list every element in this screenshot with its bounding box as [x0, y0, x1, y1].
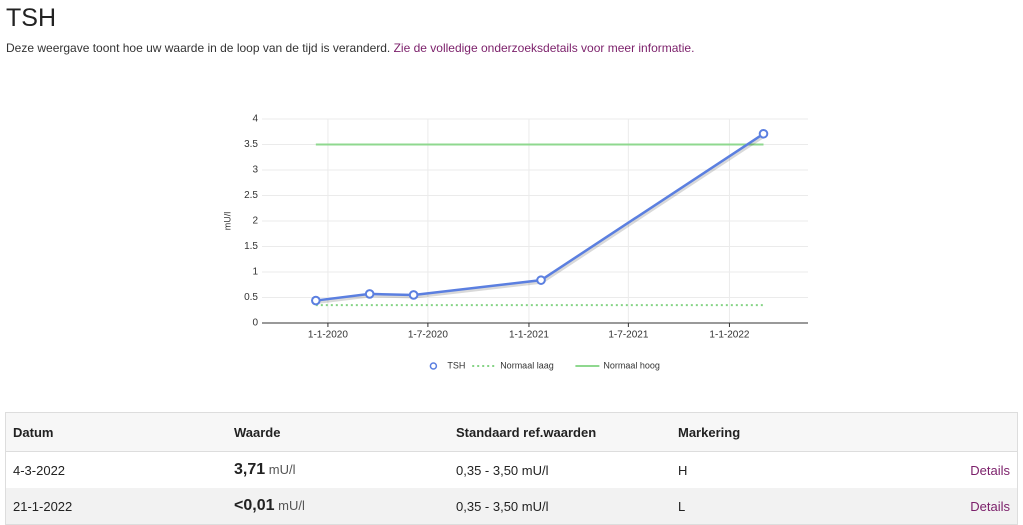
data-point — [408, 290, 419, 300]
details-link[interactable]: Details — [970, 462, 1010, 478]
x-tick-label: 1-1-2020 — [308, 330, 348, 341]
reference: 0,35 - 3,50 mU/l — [449, 488, 671, 525]
legend-label: Normaal hoog — [603, 360, 660, 370]
value: <0,01 — [234, 497, 275, 514]
unit: mU/l — [278, 498, 305, 513]
action-cell: Details — [873, 488, 1018, 525]
data-point — [311, 295, 321, 306]
data-point — [536, 275, 546, 285]
details-link[interactable]: Details — [970, 498, 1010, 514]
data-point — [758, 128, 769, 139]
series-line — [315, 132, 765, 302]
chart: 0 0.5 1 1.5 2 2.5 3 3.5 4 1-1-2020 1-7-2020 1-1-202… — [222, 114, 808, 370]
description: Deze weergave toont hoe uw waarde in de … — [6, 41, 694, 55]
column-header — [873, 412, 1018, 452]
x-tick-label: 1-1-2021 — [509, 330, 549, 341]
flag: L — [671, 488, 874, 525]
y-tick-label: 3 — [252, 165, 258, 176]
x-tick-label: 1-7-2020 — [408, 330, 448, 341]
column-header: Standaard ref.waarden — [449, 412, 671, 452]
details-link[interactable]: Zie de volledige onderzoeksdetails voor … — [393, 41, 695, 55]
value-cell: 3,71 mU/l — [227, 452, 449, 489]
page-title: TSH — [6, 4, 56, 32]
value: 3,71 — [234, 461, 266, 478]
y-tick-label: 1.5 — [244, 241, 258, 252]
row: 21-1-2022 <0,01 mU/l 0,35 - 3,50 mU/l L … — [5, 488, 1018, 525]
y-tick-label: 0 — [252, 318, 258, 329]
action-cell: Details — [873, 452, 1017, 489]
unit: mU/l — [268, 462, 296, 477]
legend-label: Normaal laag — [500, 360, 554, 370]
date: 21-1-2022 — [5, 488, 227, 525]
column-header: Datum — [5, 412, 227, 452]
column-header: Waarde — [227, 412, 449, 452]
row: 4-3-2022 3,71 mU/l 0,35 - 3,50 mU/l H De… — [6, 452, 1018, 489]
column-header: Markering — [671, 412, 874, 452]
legend-symbol — [429, 362, 438, 370]
data-point — [364, 289, 375, 299]
legend-label: TSH — [447, 360, 465, 370]
flag: H — [678, 462, 688, 478]
x-tick-label: 1-1-2022 — [709, 330, 749, 341]
y-tick-label: 0.5 — [244, 292, 258, 303]
header-row: Datum Waarde Standaard ref.waarden Marke… — [5, 412, 1018, 452]
description-text: Deze weergave toont hoe uw waarde in de … — [6, 41, 391, 55]
date: 4-3-2022 — [13, 462, 66, 478]
reference: 0,35 - 3,50 mU/l — [456, 462, 549, 478]
y-tick-label: 3.5 — [244, 139, 258, 150]
value-cell: <0,01 mU/l — [227, 488, 449, 525]
y-tick-label: 4 — [252, 114, 258, 125]
y-tick-label: 2.5 — [244, 190, 258, 201]
legend: TSH Normaal laag Normaal hoog — [429, 360, 660, 370]
y-tick-label: 2 — [252, 216, 258, 227]
results-table: Datum Waarde Standaard ref.waarden Marke… — [5, 412, 1018, 525]
x-tick-label: 1-7-2021 — [608, 330, 648, 341]
y-tick-label: 1 — [252, 267, 258, 278]
y-axis-label: mU/l — [222, 212, 232, 231]
